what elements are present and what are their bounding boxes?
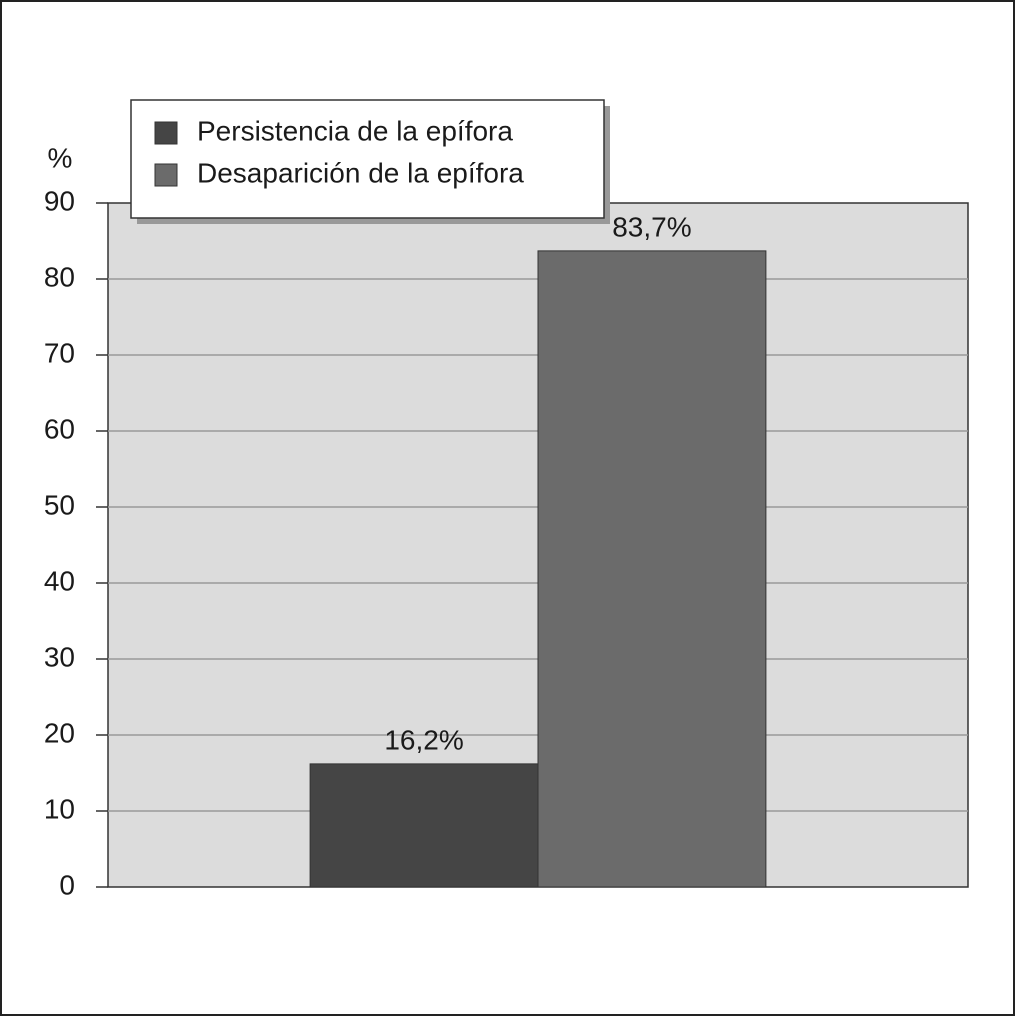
legend-label: Desaparición de la epífora [197,157,524,188]
legend [130,99,605,219]
legend-swatch [154,163,178,187]
bar [537,250,767,888]
legend-label: Persistencia de la epífora [197,115,513,146]
y-axis-label: % [48,142,73,173]
legend-swatch [154,121,178,145]
y-tick-label: 90 [44,185,75,216]
y-tick-label: 50 [44,489,75,520]
y-tick-label: 10 [44,793,75,824]
y-tick-label: 80 [44,261,75,292]
y-tick-label: 40 [44,565,75,596]
data-label: 83,7% [612,211,691,242]
y-tick-label: 20 [44,717,75,748]
y-tick-label: 70 [44,337,75,368]
bar [309,763,539,888]
y-tick-label: 0 [59,869,75,900]
y-tick-label: 60 [44,413,75,444]
data-label: 16,2% [384,724,463,755]
y-tick-label: 30 [44,641,75,672]
